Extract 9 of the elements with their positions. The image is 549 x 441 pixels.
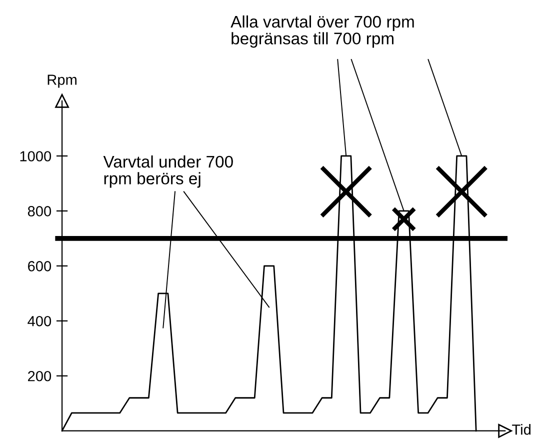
y-tick-label: 800 [28,206,52,216]
y-tick-label: 400 [28,316,52,326]
text: Alla varvtal över 700 rpm begränsas till 700 rpm [230,15,414,48]
annotation: Varvtal under 700 rpm berörs ej [103,155,233,188]
y-axis-title: Rpm [48,74,76,88]
y-tick-label: 1000 [20,151,52,162]
y-tick-label: 200 [28,370,52,382]
y-tick-label: 600 [28,261,52,272]
x-axis-title: Tid [512,424,530,435]
